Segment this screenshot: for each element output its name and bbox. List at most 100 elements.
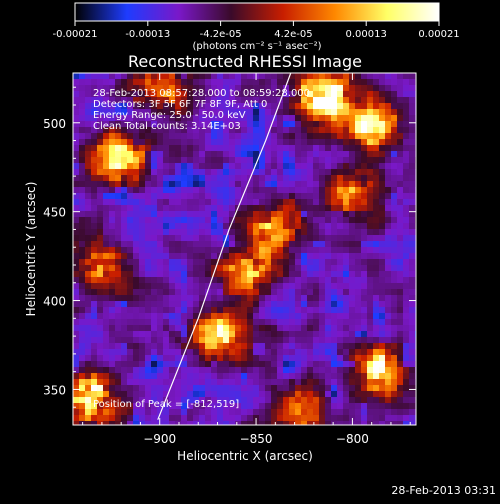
heatmap-cell: [163, 373, 170, 380]
heatmap-cell: [283, 421, 290, 425]
heatmap-cell: [319, 271, 326, 278]
heatmap-cell: [247, 223, 254, 230]
heatmap-cell: [127, 367, 134, 374]
heatmap-cell: [259, 283, 266, 290]
heatmap-cell: [121, 313, 128, 320]
heatmap-cell: [289, 313, 296, 320]
heatmap-cell: [115, 385, 122, 392]
heatmap-cell: [289, 121, 296, 128]
heatmap-cell: [163, 91, 170, 98]
heatmap-cell: [337, 151, 344, 158]
heatmap-cell: [127, 289, 134, 296]
heatmap-cell: [205, 295, 212, 302]
heatmap-cell: [97, 175, 104, 182]
heatmap-cell: [247, 121, 254, 128]
heatmap-cell: [313, 241, 320, 248]
heatmap-cell: [199, 223, 206, 230]
heatmap-cell: [133, 247, 140, 254]
heatmap-cell: [187, 253, 194, 260]
heatmap-cell: [181, 217, 188, 224]
heatmap-cell: [163, 109, 170, 116]
heatmap-cell: [199, 289, 206, 296]
heatmap-cell: [223, 319, 230, 326]
heatmap-cell: [157, 115, 164, 122]
heatmap-cell: [265, 391, 272, 398]
heatmap-cell: [205, 253, 212, 260]
heatmap-cell: [277, 133, 284, 140]
heatmap-cell: [337, 277, 344, 284]
heatmap-cell: [85, 175, 92, 182]
heatmap-cell: [211, 331, 218, 338]
heatmap-cell: [139, 109, 146, 116]
heatmap-cell: [145, 121, 152, 128]
heatmap-cell: [169, 79, 176, 86]
heatmap-cell: [169, 217, 176, 224]
heatmap-cell: [205, 259, 212, 266]
heatmap-cell: [79, 169, 86, 176]
heatmap-cell: [253, 253, 260, 260]
heatmap-cell: [385, 319, 392, 326]
heatmap-cell: [409, 397, 416, 404]
heatmap-cell: [385, 241, 392, 248]
heatmap-cell: [145, 145, 152, 152]
heatmap-cell: [397, 283, 404, 290]
heatmap-cell: [391, 79, 398, 86]
heatmap-cell: [391, 409, 398, 416]
heatmap-cell: [169, 109, 176, 116]
heatmap-cell: [403, 247, 410, 254]
heatmap-cell: [187, 85, 194, 92]
heatmap-cell: [391, 163, 398, 170]
heatmap-cell: [181, 313, 188, 320]
heatmap-cell: [145, 253, 152, 260]
heatmap-cell: [385, 205, 392, 212]
heatmap-cell: [343, 229, 350, 236]
heatmap-cell: [169, 133, 176, 140]
heatmap-cell: [241, 133, 248, 140]
heatmap-cell: [373, 163, 380, 170]
heatmap-cell: [145, 385, 152, 392]
heatmap-cell: [385, 229, 392, 236]
heatmap-cell: [271, 319, 278, 326]
heatmap-cell: [97, 355, 104, 362]
heatmap-cell: [397, 157, 404, 164]
heatmap-cell: [145, 181, 152, 188]
heatmap-cell: [115, 313, 122, 320]
heatmap-cell: [403, 211, 410, 218]
heatmap-cell: [223, 331, 230, 338]
heatmap-cell: [289, 319, 296, 326]
heatmap-cell: [331, 403, 338, 410]
heatmap-cell: [97, 301, 104, 308]
heatmap-cell: [91, 271, 98, 278]
heatmap-cell: [379, 415, 386, 422]
heatmap-cell: [325, 319, 332, 326]
heatmap-cell: [271, 109, 278, 116]
heatmap-cell: [157, 385, 164, 392]
heatmap-cell: [265, 151, 272, 158]
heatmap-cell: [151, 355, 158, 362]
heatmap-cell: [229, 349, 236, 356]
heatmap-cell: [403, 265, 410, 272]
heatmap-cell: [169, 145, 176, 152]
heatmap-cell: [319, 97, 326, 104]
heatmap-cell: [277, 355, 284, 362]
heatmap-cell: [265, 253, 272, 260]
heatmap-cell: [79, 415, 86, 422]
heatmap-cell: [361, 175, 368, 182]
heatmap-cell: [331, 349, 338, 356]
heatmap-cell: [361, 115, 368, 122]
heatmap-cell: [181, 145, 188, 152]
heatmap-cell: [265, 115, 272, 122]
heatmap-cell: [175, 127, 182, 134]
heatmap-cell: [325, 217, 332, 224]
heatmap-cell: [199, 247, 206, 254]
heatmap-cell: [253, 319, 260, 326]
heatmap-cell: [331, 373, 338, 380]
heatmap-cell: [121, 277, 128, 284]
heatmap-cell: [271, 295, 278, 302]
heatmap-cell: [205, 235, 212, 242]
heatmap-cell: [403, 85, 410, 92]
heatmap-cell: [235, 337, 242, 344]
heatmap-cell: [91, 181, 98, 188]
heatmap-cell: [319, 373, 326, 380]
heatmap-cell: [199, 337, 206, 344]
